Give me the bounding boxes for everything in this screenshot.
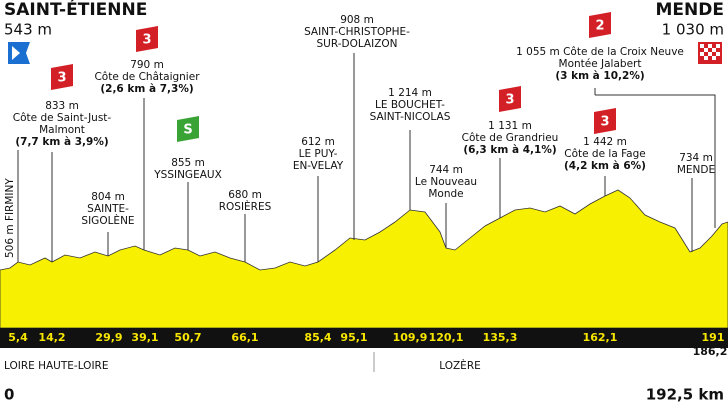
point-label: Côte de Saint-Just- bbox=[13, 112, 112, 124]
point-label: 804 m bbox=[91, 191, 125, 203]
distance-start: 0 bbox=[4, 386, 14, 404]
point-label: SAINTE- bbox=[87, 203, 129, 215]
start-altitude: 543 m bbox=[4, 21, 52, 39]
km-marker: 95,1 bbox=[340, 331, 367, 344]
point-label: ROSIÈRES bbox=[219, 200, 272, 213]
point-label: SUR-DOLAIZON bbox=[316, 38, 397, 50]
category-badge bbox=[589, 12, 611, 38]
point-label: 1 131 m bbox=[488, 120, 532, 132]
finish-flag bbox=[698, 42, 722, 64]
km-marker: 162,1 bbox=[583, 331, 618, 344]
marker-line bbox=[595, 94, 716, 228]
point-label: 612 m bbox=[301, 136, 335, 148]
climb-stats: (7,7 km à 3,9%) bbox=[15, 136, 108, 148]
point-label: Côte de Grandrieu bbox=[462, 132, 559, 144]
km-marker: 85,4 bbox=[304, 331, 331, 344]
km-marker: 66,1 bbox=[231, 331, 258, 344]
climb-stats: (6,3 km à 4,1%) bbox=[463, 144, 556, 156]
point-label: SIGOLÈNE bbox=[81, 214, 134, 227]
km-marker: 39,1 bbox=[131, 331, 158, 344]
category-label: 3 bbox=[142, 33, 151, 48]
point-label: 833 m bbox=[45, 100, 79, 112]
category-label: 3 bbox=[600, 115, 609, 130]
category-label: S bbox=[183, 123, 192, 138]
climb-stats: (2,6 km à 7,3%) bbox=[100, 83, 193, 95]
km-marker: 191 bbox=[702, 331, 725, 344]
point-label: Malmont bbox=[39, 124, 85, 136]
point-label: Côte de Châtaignier bbox=[94, 71, 200, 83]
point-label: LE BOUCHET- bbox=[375, 99, 445, 111]
climb-stats: (4,2 km à 6%) bbox=[564, 160, 646, 172]
start-arrow bbox=[12, 46, 20, 60]
start-name: SAINT-ÉTIENNE bbox=[4, 0, 147, 20]
point-label: LE PUY- bbox=[299, 148, 338, 160]
point-label: Monde bbox=[428, 188, 463, 200]
distance-end: 192,5 km bbox=[646, 386, 724, 404]
category-badge bbox=[499, 86, 521, 112]
point-label: EN-VELAY bbox=[293, 160, 344, 172]
category-label: 3 bbox=[505, 93, 514, 108]
km-marker: 135,3 bbox=[483, 331, 518, 344]
km-band bbox=[0, 328, 728, 348]
point-label: MENDE bbox=[677, 164, 715, 176]
km-marker: 5,4 bbox=[8, 331, 28, 344]
finish-name: MENDE bbox=[656, 0, 724, 20]
point-label: 908 m bbox=[340, 14, 374, 26]
climb-stats: (3 km à 10,2%) bbox=[555, 70, 644, 82]
point-label: 1 055 m Côte de la Croix Neuve bbox=[516, 46, 684, 58]
category-badge bbox=[136, 26, 158, 52]
point-label: 1 442 m bbox=[583, 136, 627, 148]
profile bbox=[0, 189, 728, 329]
region: LOZÈRE bbox=[439, 359, 481, 372]
point-label: 734 m bbox=[679, 152, 713, 164]
point-label: SAINT-NICOLAS bbox=[370, 111, 451, 123]
point-label: 790 m bbox=[130, 59, 164, 71]
km-marker: 186,2 bbox=[693, 345, 728, 358]
point-label: SAINT-CHRISTOPHE- bbox=[304, 26, 410, 38]
category-label: 3 bbox=[57, 71, 66, 86]
category-label: 2 bbox=[595, 19, 604, 34]
point-label: Le Nouveau bbox=[415, 176, 477, 188]
point-label: 744 m bbox=[429, 164, 463, 176]
point-label: 506 m FIRMINY bbox=[4, 178, 16, 258]
km-marker: 120,1 bbox=[429, 331, 464, 344]
point-label: 1 214 m bbox=[388, 87, 432, 99]
point-label: 855 m bbox=[171, 157, 205, 169]
km-marker: 14,2 bbox=[38, 331, 65, 344]
point-label: 680 m bbox=[228, 189, 262, 201]
point-label: Côte de la Fage bbox=[564, 148, 645, 160]
category-badge bbox=[177, 116, 199, 142]
km-marker: 109,9 bbox=[393, 331, 428, 344]
finish-altitude: 1 030 m bbox=[662, 21, 724, 39]
km-marker: 50,7 bbox=[174, 331, 201, 344]
km-marker: 29,9 bbox=[95, 331, 122, 344]
point-label: Montée Jalabert bbox=[559, 58, 642, 70]
category-badge bbox=[594, 108, 616, 134]
category-badge bbox=[51, 64, 73, 90]
point-label: YSSINGEAUX bbox=[153, 169, 222, 181]
region: LOIRE HAUTE-LOIRE bbox=[4, 360, 108, 372]
